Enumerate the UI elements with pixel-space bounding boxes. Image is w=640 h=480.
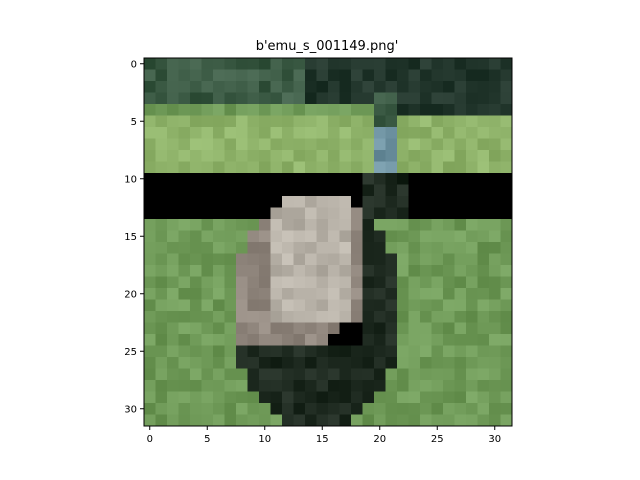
x-tick-label: 20 <box>373 434 386 445</box>
x-axis-ticks: 0 5 10 15 20 25 30 <box>147 426 501 445</box>
y-tick-label: 25 <box>124 347 137 358</box>
x-tick-label: 10 <box>258 434 271 445</box>
x-tick-label: 15 <box>316 434 329 445</box>
emu-image <box>144 58 513 427</box>
y-tick-label: 0 <box>131 59 137 70</box>
x-tick-label: 0 <box>147 434 153 445</box>
y-tick-label: 30 <box>124 404 137 415</box>
y-tick-label: 15 <box>124 232 137 243</box>
x-tick-label: 25 <box>431 434 444 445</box>
axes-frame <box>143 57 513 427</box>
y-tick-label: 20 <box>124 289 137 300</box>
y-tick-label: 5 <box>131 117 137 128</box>
y-axis-ticks: 0 5 10 15 20 25 30 <box>124 59 144 415</box>
figure-title: b'emu_s_001149.png' <box>256 39 399 54</box>
x-tick-label: 30 <box>488 434 501 445</box>
y-tick-label: 10 <box>124 174 137 185</box>
x-tick-label: 5 <box>204 434 210 445</box>
